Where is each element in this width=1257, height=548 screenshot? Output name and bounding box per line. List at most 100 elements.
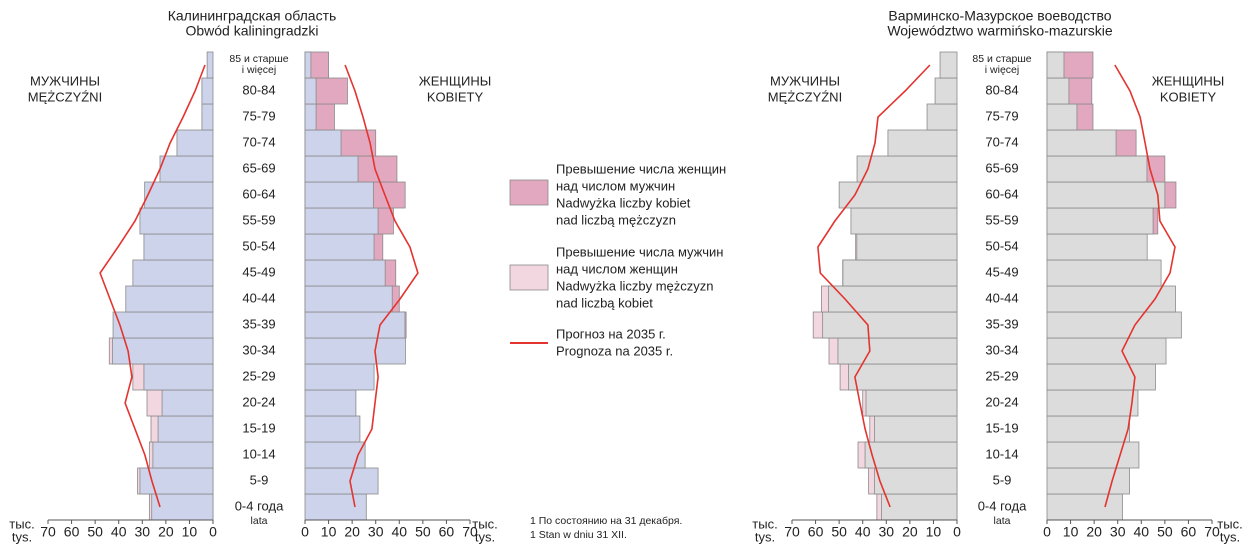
women-bar xyxy=(304,389,357,417)
women-bar xyxy=(304,441,366,469)
category-label: 80-84 xyxy=(242,82,275,97)
x-tick-label: 70 xyxy=(784,524,800,540)
x-tick-label: 10 xyxy=(1063,524,1079,540)
men-overlay-bar xyxy=(304,51,312,79)
x-tick-label: 0 xyxy=(301,524,309,540)
men-overlay-bar xyxy=(1046,103,1078,131)
axis-unit: тыс. xyxy=(9,516,34,531)
category-label: 85 и старше xyxy=(972,53,1031,65)
men-overlay-bar xyxy=(1046,207,1154,235)
x-tick-label: 40 xyxy=(111,524,127,540)
legend-text: Превышение числа женщин xyxy=(556,161,726,176)
category-label: 25-29 xyxy=(985,368,1018,383)
women-bar xyxy=(1046,233,1148,261)
legend-text: Прогноз на 2035 г. xyxy=(556,326,666,341)
category-label: 35-39 xyxy=(985,316,1018,331)
x-tick-label: 0 xyxy=(953,524,961,540)
axis-unit: tys. xyxy=(755,529,775,544)
chart-title: Obwód kaliningradzki xyxy=(185,23,318,39)
women-bar xyxy=(304,467,379,495)
men-bar xyxy=(201,103,214,131)
chart-title: Województwo warmińsko-mazurskie xyxy=(887,23,1113,39)
women-overlay-bar xyxy=(822,311,958,339)
women-overlay-bar xyxy=(828,285,958,313)
women-bar xyxy=(1046,259,1162,287)
legend-text: Превышение числа мужчин xyxy=(556,244,723,259)
category-label: 5-9 xyxy=(250,472,269,487)
x-tick-label: 10 xyxy=(321,524,337,540)
men-bar xyxy=(856,155,958,183)
legend-text: Prognoza na 2035 r. xyxy=(556,343,673,358)
men-bar xyxy=(176,129,214,157)
side-label: MĘŻCZYŹNI xyxy=(768,89,842,104)
x-tick-label: 30 xyxy=(1110,524,1126,540)
men-bar xyxy=(112,311,214,339)
women-bar xyxy=(1046,363,1156,391)
forecast-line xyxy=(817,64,931,508)
side-label: ЖЕНЩИНЫ xyxy=(1152,73,1225,88)
legend-text: nad liczbą kobiet xyxy=(556,295,653,310)
men-bar xyxy=(132,259,214,287)
women-bar xyxy=(1046,415,1130,443)
category-label: 65-69 xyxy=(242,160,275,175)
x-tick-label: 40 xyxy=(391,524,407,540)
women-overlay-bar xyxy=(864,441,958,469)
women-overlay-bar xyxy=(157,415,214,443)
axis-unit: tys. xyxy=(12,529,32,544)
men-bar xyxy=(838,181,958,209)
women-overlay-bar xyxy=(856,233,958,261)
men-bar xyxy=(939,51,958,79)
category-label: 70-74 xyxy=(985,134,1018,149)
category-label: 50-54 xyxy=(985,238,1018,253)
men-overlay-bar xyxy=(304,129,342,157)
category-label: 60-64 xyxy=(242,186,275,201)
category-label: 15-19 xyxy=(985,420,1018,435)
women-overlay-bar xyxy=(874,467,958,495)
x-tick-label: 50 xyxy=(415,524,431,540)
legend-swatch xyxy=(509,179,549,206)
men-bar xyxy=(201,77,214,105)
axis-unit: tys. xyxy=(1220,529,1240,544)
category-label: 50-54 xyxy=(242,238,275,253)
men-bar xyxy=(143,233,214,261)
men-overlay-bar xyxy=(304,207,379,235)
category-label: 10-14 xyxy=(242,446,275,461)
legend-text: Nadwyżka liczby kobiet xyxy=(556,195,691,210)
forecast-line xyxy=(99,64,206,508)
side-label: МУЖЧИНЫ xyxy=(770,73,840,88)
women-overlay-bar xyxy=(842,259,958,287)
x-tick-label: 0 xyxy=(209,524,217,540)
women-overlay-bar xyxy=(837,337,958,365)
x-tick-label: 40 xyxy=(1133,524,1149,540)
women-bar xyxy=(1046,311,1182,339)
side-label: ЖЕНЩИНЫ xyxy=(419,73,492,88)
men-overlay-bar xyxy=(304,311,406,339)
x-tick-label: 40 xyxy=(855,524,871,540)
category-label: i więcej xyxy=(985,64,1019,76)
x-tick-label: 60 xyxy=(1181,524,1197,540)
legend-text: над числом женщин xyxy=(556,261,678,276)
women-overlay-bar xyxy=(139,467,214,495)
x-tick-label: 50 xyxy=(831,524,847,540)
x-tick-label: 60 xyxy=(64,524,80,540)
x-tick-label: 30 xyxy=(368,524,384,540)
chart-title: Калининградская область xyxy=(168,8,337,24)
men-overlay-bar xyxy=(1046,181,1166,209)
x-tick-label: 20 xyxy=(902,524,918,540)
women-overlay-bar xyxy=(161,389,214,417)
x-tick-label: 30 xyxy=(134,524,150,540)
category-label: 15-19 xyxy=(242,420,275,435)
women-overlay-bar xyxy=(151,493,214,521)
men-overlay-bar xyxy=(304,285,393,313)
axis-unit: tys. xyxy=(475,529,495,544)
men-bar xyxy=(850,207,958,235)
men-overlay-bar xyxy=(304,233,375,261)
category-label: 40-44 xyxy=(242,290,275,305)
men-overlay-bar xyxy=(304,259,386,287)
side-label: KOBIETY xyxy=(427,89,484,104)
category-label: 85 и старше xyxy=(229,53,288,65)
category-label: 35-39 xyxy=(242,316,275,331)
men-overlay-bar xyxy=(304,181,374,209)
category-label: lata xyxy=(994,515,1011,527)
forecast-line xyxy=(1104,64,1176,508)
